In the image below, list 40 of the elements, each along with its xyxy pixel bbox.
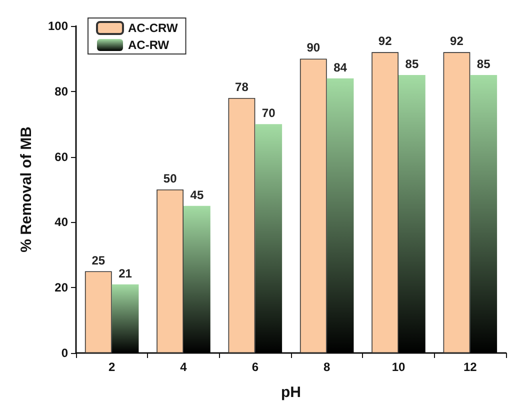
data-label: 78 xyxy=(235,80,249,94)
bar xyxy=(112,284,139,353)
bar xyxy=(372,52,398,353)
bar xyxy=(470,75,498,353)
data-label: 85 xyxy=(476,57,491,72)
data-label: 84 xyxy=(334,60,348,74)
data-label: 92 xyxy=(450,34,464,48)
y-tick-label: 0 xyxy=(61,346,68,360)
data-label: 45 xyxy=(190,188,204,202)
data-label: 90 xyxy=(306,40,320,55)
x-axis-title: pH xyxy=(281,384,301,401)
bar xyxy=(84,271,112,353)
bar xyxy=(255,124,282,353)
bar xyxy=(300,58,327,353)
y-tick-label: 80 xyxy=(54,84,68,98)
bar xyxy=(443,52,470,353)
legend-label: AC-CRW xyxy=(128,21,178,35)
x-tick-label: 12 xyxy=(463,360,478,374)
y-axis-title: % Removal of MB xyxy=(18,126,35,252)
x-tick-label: 2 xyxy=(108,360,116,374)
x-tick-label: 6 xyxy=(252,360,259,374)
bar xyxy=(228,98,256,353)
x-tick-label: 8 xyxy=(323,360,330,374)
bar xyxy=(156,190,184,353)
legend-label: AC-RW xyxy=(128,38,170,52)
y-tick-label: 40 xyxy=(54,215,68,230)
bar xyxy=(398,75,426,353)
y-tick-label: 60 xyxy=(54,150,68,164)
data-label: 50 xyxy=(163,172,178,186)
data-label: 92 xyxy=(378,34,392,48)
x-tick-label: 10 xyxy=(392,360,406,374)
data-label: 21 xyxy=(118,266,132,280)
data-label: 85 xyxy=(405,57,419,72)
data-label: 70 xyxy=(262,106,276,120)
x-tick-label: 4 xyxy=(180,360,188,374)
bar xyxy=(184,206,210,353)
data-label: 25 xyxy=(92,253,106,268)
y-tick-label: 20 xyxy=(54,280,68,295)
bar xyxy=(326,78,354,353)
y-tick-label: 100 xyxy=(48,19,68,33)
